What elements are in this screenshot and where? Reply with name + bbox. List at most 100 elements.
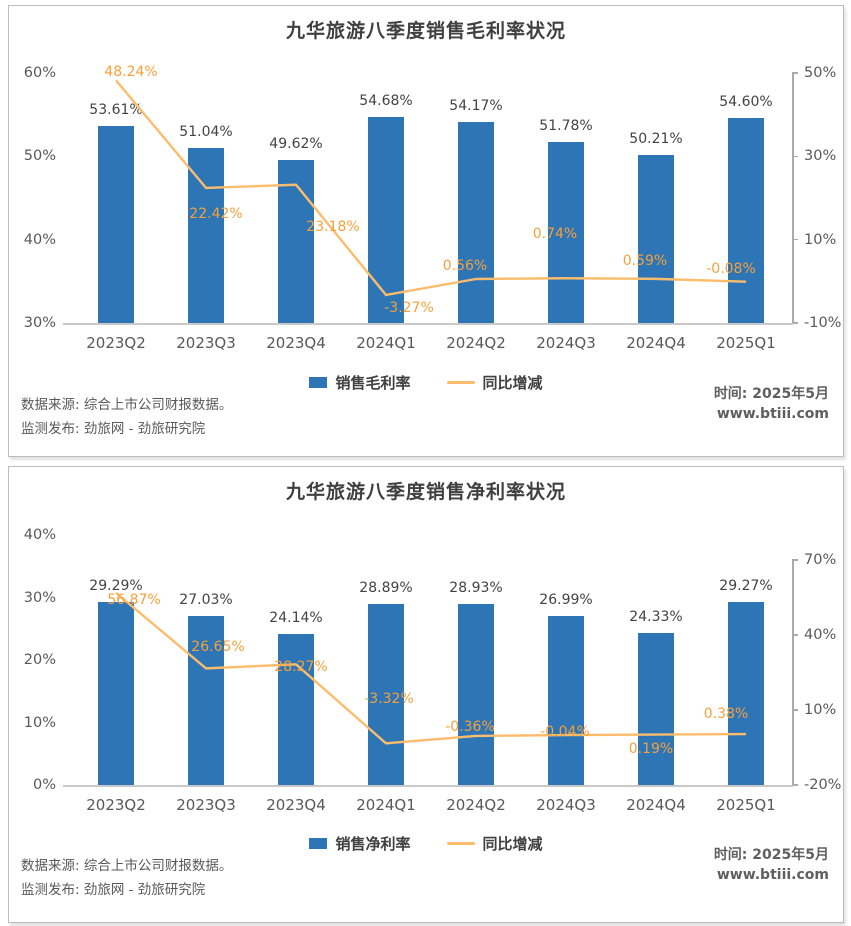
- x-axis-label-2023Q4: 2023Q4: [266, 334, 326, 352]
- trend-value-label: -0.08%: [706, 260, 756, 277]
- right-axis-tickmark: [792, 322, 798, 324]
- bar-value-label: 29.29%: [89, 577, 143, 594]
- right-axis-line: [792, 560, 794, 785]
- right-axis-tickmark: [792, 72, 798, 74]
- legend-label: 销售净利率: [335, 835, 411, 853]
- right-axis-line: [792, 73, 794, 323]
- left-axis-tick: 40%: [23, 231, 56, 248]
- trend-value-label: 48.24%: [104, 64, 158, 81]
- x-axis-label-2024Q1: 2024Q1: [356, 334, 416, 352]
- right-axis-tick: 50%: [804, 65, 837, 81]
- site-label: www.btiii.com: [716, 406, 829, 422]
- bar-value-label: 24.33%: [629, 608, 683, 625]
- trend-value-label: 0.38%: [703, 706, 749, 723]
- x-axis-line: [63, 323, 793, 325]
- x-axis-label-2023Q3: 2023Q3: [176, 334, 236, 352]
- time-label: 时间: 2025年5月: [713, 386, 829, 402]
- publisher-text: 监测发布: 劲旅网 - 劲旅研究院: [21, 882, 206, 898]
- right-axis-tickmark: [792, 559, 798, 561]
- bar-value-label: 28.93%: [449, 580, 503, 597]
- trend-value-label: -0.36%: [445, 718, 495, 735]
- x-axis-label-2024Q3: 2024Q3: [536, 796, 596, 814]
- trend-value-label: -3.32%: [364, 691, 414, 708]
- bar-2023Q4: [278, 634, 314, 785]
- legend: 销售净利率 同比增减: [9, 833, 843, 854]
- bar-2023Q4: [278, 159, 314, 323]
- trend-value-label: 56.87%: [107, 591, 161, 608]
- bar-value-label: 29.27%: [719, 578, 773, 595]
- bar-value-label: 49.62%: [269, 135, 323, 152]
- right-axis-tick: -20%: [804, 777, 842, 793]
- bar-value-label: 54.68%: [359, 93, 413, 110]
- right-axis-tickmark: [792, 238, 798, 241]
- right-axis-tickmark: [792, 155, 798, 158]
- bar-2025Q1: [728, 118, 764, 323]
- bar-value-label: 54.60%: [719, 94, 773, 110]
- bar-value-label: 54.17%: [449, 97, 503, 114]
- left-axis-tick: 60%: [23, 65, 56, 81]
- time-label: 时间: 2025年5月: [713, 847, 829, 863]
- legend-item-line: 同比增减: [446, 833, 543, 854]
- chart-title: 九华旅游八季度销售净利率状况: [285, 481, 566, 503]
- bar-value-label: 51.04%: [179, 123, 233, 140]
- publisher-text: 监测发布: 劲旅网 - 劲旅研究院: [21, 421, 206, 437]
- legend-label: 同比增减: [482, 835, 543, 853]
- left-axis-tick: 0%: [32, 777, 56, 793]
- x-axis-label-2023Q3: 2023Q3: [176, 796, 236, 814]
- x-axis-label-2024Q2: 2024Q2: [446, 334, 506, 352]
- bar-2024Q2: [458, 604, 494, 785]
- legend: 销售毛利率 同比增减: [9, 372, 843, 393]
- bar-value-label: 53.61%: [89, 102, 143, 119]
- bar-value-label: 24.14%: [269, 610, 323, 627]
- bar-value-label: 28.89%: [359, 580, 413, 597]
- bar-2024Q4: [638, 154, 674, 323]
- trend-value-label: 0.59%: [622, 252, 668, 269]
- data-source-text: 数据来源: 综合上市公司财报数据。: [21, 858, 233, 874]
- right-axis-tick: 30%: [804, 148, 837, 165]
- right-axis-tick: -10%: [804, 315, 842, 331]
- legend-bar-swatch-icon: [309, 377, 328, 388]
- left-axis-tick: 20%: [23, 652, 56, 668]
- x-axis-label-2024Q1: 2024Q1: [356, 796, 416, 814]
- left-axis-tick: 50%: [23, 148, 56, 165]
- left-axis-tick: 10%: [23, 714, 56, 731]
- trend-value-label: 23.18%: [306, 218, 360, 235]
- bar-2024Q3: [548, 616, 584, 785]
- right-axis-tick: 40%: [804, 627, 837, 643]
- site-label: www.btiii.com: [716, 867, 829, 883]
- net-margin-chart-panel: 九华旅游八季度销售净利率状况 40% 30% 20% 10% 0% 70% 40% 10% -20…: [8, 466, 844, 923]
- chart-title: 九华旅游八季度销售毛利率状况: [285, 20, 566, 42]
- x-axis-label-2025Q1: 2025Q1: [716, 334, 776, 352]
- gross-margin-chart-panel: 九华旅游八季度销售毛利率状况 60% 50% 40% 30% 50% 30% 10% -10% 5…: [8, 5, 844, 457]
- legend-bar-swatch-icon: [309, 838, 328, 849]
- x-axis-label-2024Q2: 2024Q2: [446, 796, 506, 814]
- legend-line-swatch-icon: [446, 841, 475, 846]
- right-axis-tick: 10%: [804, 702, 837, 718]
- trend-value-label: 28.27%: [274, 659, 328, 676]
- bar-2023Q2: [98, 601, 134, 785]
- bar-2024Q1: [368, 117, 404, 323]
- trend-value-label: 0.74%: [532, 226, 578, 243]
- left-axis-tick: 30%: [23, 315, 56, 331]
- bar-2025Q1: [728, 602, 764, 785]
- bar-2023Q3: [188, 147, 224, 323]
- right-axis-tickmark: [792, 634, 798, 636]
- x-axis-label-2023Q2: 2023Q2: [86, 796, 146, 814]
- bar-value-label: 50.21%: [629, 130, 683, 147]
- x-axis-label-2023Q4: 2023Q4: [266, 796, 326, 814]
- trend-value-label: 22.42%: [189, 205, 243, 222]
- legend-label: 同比增减: [482, 374, 543, 392]
- left-axis-tick: 30%: [23, 589, 56, 606]
- trend-value-label: 26.65%: [191, 639, 245, 656]
- x-axis-label-2025Q1: 2025Q1: [716, 796, 776, 814]
- bar-value-label: 26.99%: [539, 592, 593, 609]
- trend-value-label: -3.27%: [384, 299, 434, 316]
- left-axis-tick: 40%: [23, 527, 56, 543]
- trend-value-label: 0.56%: [442, 258, 488, 274]
- trend-value-label: 0.19%: [628, 740, 674, 757]
- right-axis-tickmark: [792, 709, 798, 711]
- trend-value-label: -0.04%: [540, 724, 590, 741]
- bar-2024Q2: [458, 121, 494, 323]
- x-axis-label-2023Q2: 2023Q2: [86, 334, 146, 352]
